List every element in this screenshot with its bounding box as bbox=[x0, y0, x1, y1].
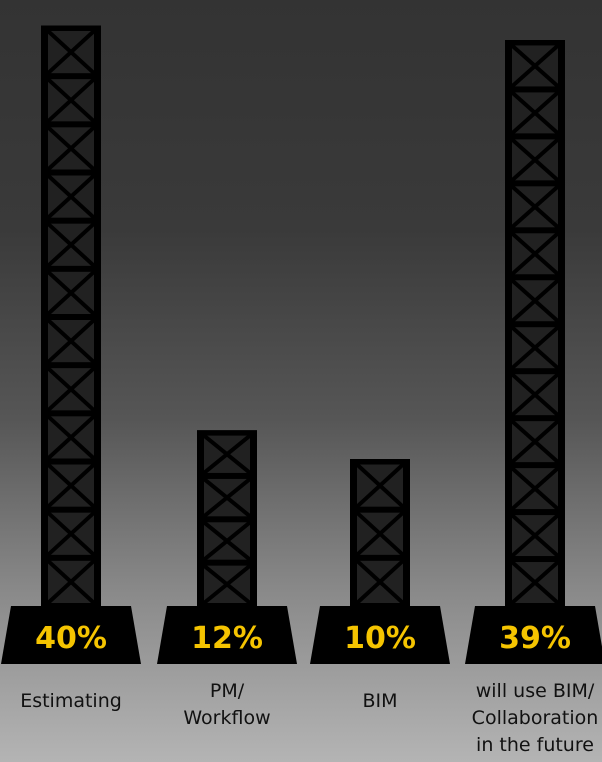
value-label-1: 40% bbox=[35, 621, 107, 656]
category-labels-group: Estimating PM/Workflow BIM will use BIM/Col… bbox=[20, 680, 598, 756]
bar-base-4 bbox=[465, 606, 602, 664]
value-labels-group: 40% 12% 10% 39% bbox=[35, 621, 571, 656]
bar-base-3 bbox=[310, 606, 450, 664]
bar-tower-4 bbox=[505, 39, 565, 606]
value-label-4: 39% bbox=[499, 621, 571, 656]
bar-base-1 bbox=[1, 606, 141, 664]
towers-group bbox=[41, 25, 565, 606]
category-label-4: will use BIM/Collaboration in the future bbox=[472, 680, 599, 756]
value-label-2: 12% bbox=[191, 621, 263, 656]
bar-base-2 bbox=[157, 606, 297, 664]
bases-group bbox=[1, 606, 602, 664]
category-label-1: Estimating bbox=[20, 690, 122, 712]
bar-tower-3 bbox=[350, 459, 410, 606]
bar-tower-2 bbox=[197, 430, 257, 606]
category-label-3: BIM bbox=[362, 690, 397, 712]
value-label-3: 10% bbox=[344, 621, 416, 656]
bar-tower-1 bbox=[41, 25, 101, 606]
category-label-2: PM/Workflow bbox=[183, 680, 270, 729]
